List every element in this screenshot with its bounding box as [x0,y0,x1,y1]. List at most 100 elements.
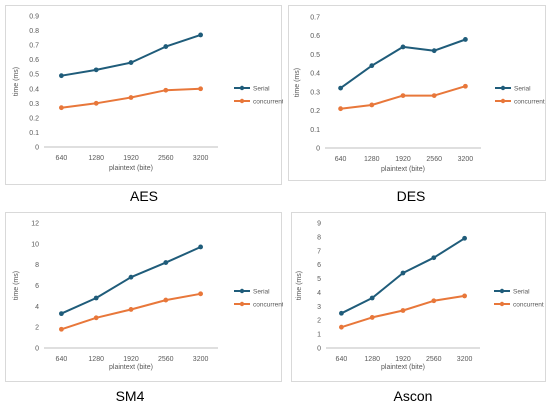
data-point-serial [369,295,375,301]
y-tick-label: 0.1 [310,127,320,134]
x-tick-label: 3200 [193,356,209,363]
data-point-concurrent [128,307,134,312]
chart-panel-ascon: 0 1 2 3 4 5 6 7 8 9 640 1280 1920 2560 3200 plaintext (… [291,212,546,382]
x-axis-title: plaintext (bite) [109,165,153,172]
y-tick-label: 2 [317,318,321,325]
data-point-concurrent [431,298,437,304]
data-point-serial [431,255,437,261]
data-point-concurrent [93,315,99,321]
data-point-concurrent [400,93,406,98]
data-point-serial [400,270,406,276]
x-tick-label: 3200 [193,155,209,162]
y-tick-label: 6 [35,283,39,290]
y-tick-label: 0.4 [29,86,39,93]
legend-marker-serial [239,85,245,91]
data-point-concurrent [59,105,64,111]
y-tick-label: 0.6 [310,33,320,40]
y-tick-label: 0.9 [29,14,39,21]
x-tick-label: 1920 [123,356,139,363]
y-tick-label: 0.4 [310,71,320,78]
legend-marker-concurrent [499,301,505,307]
data-point-concurrent [163,297,169,303]
data-point-concurrent [431,93,437,98]
data-point-serial [463,37,468,42]
legend-label-serial: Serial [514,86,531,93]
legend-marker-serial [500,85,506,91]
y-tick-label: 9 [317,221,321,228]
legend-marker-concurrent [239,301,245,307]
data-point-serial [338,85,343,91]
data-point-concurrent [128,95,134,100]
x-axis-title: plaintext (bite) [109,364,153,371]
y-tick-label: 1 [317,332,321,339]
x-tick-label: 2560 [426,156,442,163]
y-axis-title: time (ms) [13,67,20,96]
data-point-serial [198,32,204,38]
y-tick-label: 0 [35,346,39,353]
data-point-concurrent [198,291,204,297]
x-tick-label: 1920 [395,356,411,363]
chart-caption-ascon: Ascon [393,388,433,404]
series-line-serial [60,246,202,315]
y-tick-label: 8 [35,262,39,269]
data-point-concurrent [59,326,64,332]
data-point-serial [369,63,375,69]
y-tick-label: 0.7 [310,15,320,22]
chart-panel-aes: 0 0.1 0.2 0.3 0.4 0.5 0.6 0.7 0.8 0.9 640 1280 1920 2… [5,5,283,185]
y-axis-title: time (ms) [13,271,20,300]
y-tick-label: 5 [317,276,321,283]
y-tick-label: 0.5 [310,52,320,59]
x-axis-title: plaintext (bite) [381,364,425,371]
x-tick-label: 640 [335,156,347,163]
legend-label-concurrent: concurrent [253,302,283,309]
data-point-concurrent [462,293,467,299]
data-point-serial [198,244,204,250]
x-axis-title: plaintext (bite) [381,166,425,173]
data-point-concurrent [369,315,375,320]
y-tick-label: 6 [317,262,321,269]
x-tick-label: 2560 [158,155,174,162]
x-tick-label: 1920 [395,156,411,163]
data-point-serial [431,48,437,54]
x-tick-label: 1280 [88,356,104,363]
x-tick-label: 640 [336,356,348,363]
y-tick-label: 12 [31,221,39,228]
data-point-serial [59,311,64,317]
legend-label-serial: Serial [253,289,270,296]
y-tick-label: 0 [316,146,320,153]
data-point-serial [339,310,344,316]
x-tick-label: 3200 [457,356,473,363]
y-axis-title: time (ms) [296,271,303,300]
data-point-serial [128,60,134,65]
series-line-serial [61,33,201,77]
data-point-serial [93,295,99,301]
y-tick-label: 8 [317,234,321,241]
legend-label-serial: Serial [253,86,270,93]
data-point-concurrent [463,83,468,89]
x-tick-label: 1280 [364,156,380,163]
y-tick-label: 0 [317,346,321,353]
data-point-concurrent [93,100,99,106]
y-tick-label: 0.8 [29,28,39,35]
y-tick-label: 0 [35,145,39,152]
legend-label-concurrent: concurrent [513,302,544,309]
x-tick-label: 640 [56,356,68,363]
y-tick-label: 3 [317,304,321,311]
y-tick-label: 0.2 [29,115,39,122]
legend-label-serial: Serial [513,289,530,296]
x-tick-label: 1920 [123,155,139,162]
series-line-serial [340,237,466,315]
data-point-concurrent [400,308,406,313]
x-tick-label: 640 [56,155,68,162]
legend-marker-serial [239,288,245,294]
data-point-serial [163,260,169,265]
y-tick-label: 0.3 [29,101,39,108]
x-tick-label: 3200 [458,156,474,163]
legend-label-concurrent: concurrent [514,99,545,106]
data-point-serial [400,44,406,50]
data-point-serial [93,67,99,73]
data-point-concurrent [339,324,344,330]
chart-caption-sm4: SM4 [115,388,145,404]
chart-aes: 0 0.1 0.2 0.3 0.4 0.5 0.6 0.7 0.8 0.9 640 1280 1920 2… [13,14,283,173]
chart-panel-des: 0 0.1 0.2 0.3 0.4 0.5 0.6 0.7 640 1280 1920 2560 320… [288,5,546,181]
